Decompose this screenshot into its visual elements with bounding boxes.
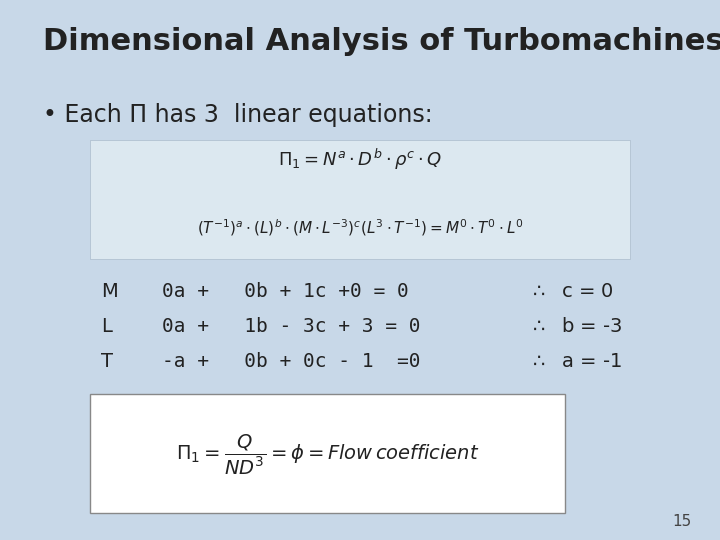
Text: 0a +   1b - 3c + 3 = 0: 0a + 1b - 3c + 3 = 0 [162,317,420,336]
Text: M: M [101,282,117,301]
FancyBboxPatch shape [90,394,565,513]
Text: 15: 15 [672,514,691,529]
Text: Dimensional Analysis of Turbomachines: Dimensional Analysis of Turbomachines [43,27,720,56]
FancyBboxPatch shape [90,140,630,259]
Text: T: T [101,352,113,372]
Text: -a +   0b + 0c - 1  =0: -a + 0b + 0c - 1 =0 [162,352,420,372]
Text: $\Pi_1 = \dfrac{Q}{ND^3} = \phi = Flow\,coefficient$: $\Pi_1 = \dfrac{Q}{ND^3} = \phi = Flow\,… [176,433,480,477]
Text: $\therefore$  c = 0: $\therefore$ c = 0 [529,282,614,301]
Text: L: L [101,317,112,336]
Text: $\Pi_1 = N^a \cdot D^b \cdot \rho^c \cdot Q$: $\Pi_1 = N^a \cdot D^b \cdot \rho^c \cdo… [278,147,442,172]
Text: $\therefore$  b = -3: $\therefore$ b = -3 [529,317,623,336]
Text: 0a +   0b + 1c +0 = 0: 0a + 0b + 1c +0 = 0 [162,282,409,301]
Text: $\therefore$  a = -1: $\therefore$ a = -1 [529,352,622,372]
Text: • Each Π has 3  linear equations:: • Each Π has 3 linear equations: [43,103,433,126]
Text: $\left(T^{-1}\right)^a \cdot \left(L\right)^b \cdot \left(M \cdot L^{-3}\right)^: $\left(T^{-1}\right)^a \cdot \left(L\rig… [197,218,523,238]
